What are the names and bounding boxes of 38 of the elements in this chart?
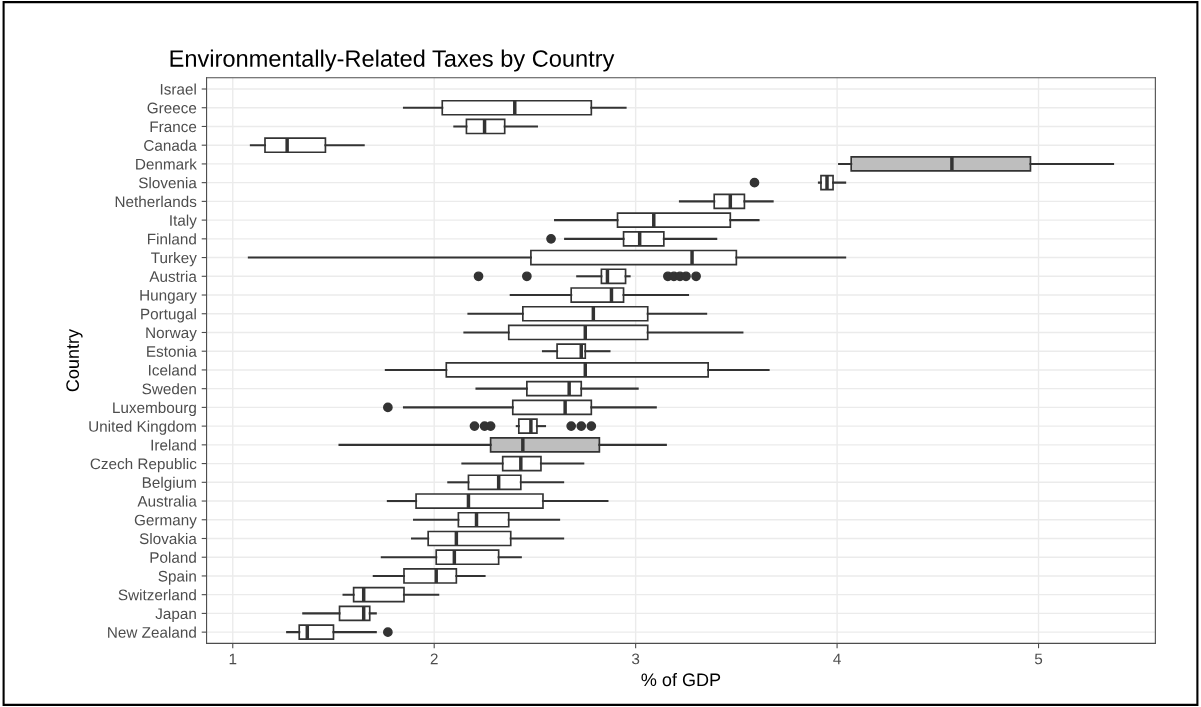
- y-tick-label: Austria: [149, 270, 197, 282]
- y-tick-label: Switzerland: [118, 589, 196, 601]
- y-tick-label: Germany: [134, 514, 197, 529]
- y-tick-label: Israel: [160, 83, 196, 95]
- y-tick-label: United Kingdom: [89, 420, 196, 435]
- y-tick-label: Sweden: [142, 383, 196, 395]
- y-tick-label: Greece: [147, 102, 197, 114]
- y-tick-label: Japan: [155, 608, 196, 623]
- y-tick-label: Hungary: [140, 290, 197, 304]
- y-tick-label: New Zealand: [108, 626, 196, 638]
- y-tick-label: Norway: [146, 327, 197, 342]
- y-tick-label: Czech Republic: [90, 458, 197, 473]
- y-tick-label: Estonia: [147, 345, 197, 357]
- y-tick-label: Poland: [150, 551, 196, 563]
- y-tick-label: Portugal: [141, 308, 196, 323]
- chart-title: Environmentally-Related Taxes by Country: [170, 49, 615, 72]
- x-tick-label: 3: [631, 653, 640, 665]
- y-tick-label: Netherlands: [115, 195, 197, 208]
- y-tick-label: Australia: [137, 495, 197, 507]
- y-tick-label: Denmark: [136, 158, 197, 170]
- x-axis-title: % of GDP: [641, 672, 721, 687]
- y-tick-label: Slovenia: [138, 177, 197, 189]
- y-axis-title: Country: [66, 328, 83, 392]
- x-tick-label: 4: [833, 653, 841, 665]
- x-tick-label: 2: [430, 653, 438, 665]
- y-tick-label: Belgium: [142, 476, 196, 492]
- x-tick-label: 1: [229, 653, 237, 665]
- y-tick-label: Finland: [148, 233, 196, 245]
- y-tick-label: Iceland: [149, 364, 196, 376]
- y-tick-label: Ireland: [151, 439, 196, 451]
- y-tick-label: France: [150, 121, 197, 133]
- y-tick-label: Turkey: [151, 252, 197, 267]
- y-tick-label: Luxembourg: [113, 401, 196, 417]
- x-tick-label: 5: [1034, 653, 1043, 665]
- y-tick-label: Spain: [158, 570, 196, 585]
- y-tick-label: Italy: [170, 214, 197, 229]
- y-tick-label: Slovakia: [139, 532, 197, 545]
- y-tick-label: Canada: [144, 139, 197, 151]
